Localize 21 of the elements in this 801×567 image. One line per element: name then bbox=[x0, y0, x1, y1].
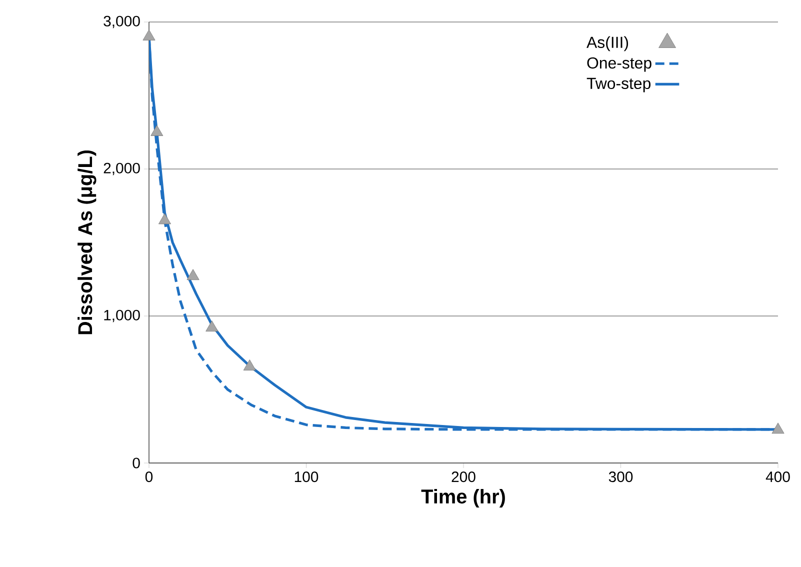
y-axis-title: Dissolved As (μg/L) bbox=[78, 150, 96, 334]
point bbox=[142, 29, 156, 40]
y-tick-label: 2,000 bbox=[104, 162, 140, 176]
y-tick-label: 1,000 bbox=[104, 310, 140, 322]
point bbox=[150, 125, 164, 136]
x-tick-label: 300 bbox=[608, 472, 633, 482]
point bbox=[158, 213, 171, 224]
x-tick-label: 0 bbox=[145, 472, 153, 482]
point bbox=[186, 269, 200, 280]
point bbox=[772, 422, 784, 434]
x-tick-label: 100 bbox=[294, 472, 318, 482]
legend-label: As(III) bbox=[586, 36, 628, 52]
x-tick-label: 200 bbox=[452, 472, 476, 482]
y-tick-label: 0 bbox=[132, 458, 140, 468]
point bbox=[243, 360, 256, 370]
legend-label: One-step bbox=[587, 57, 652, 72]
x-axis-title: Time (hr) bbox=[421, 488, 505, 508]
y-tick-label: 3,000 bbox=[104, 16, 140, 28]
x-tick-label: 400 bbox=[766, 472, 790, 482]
point bbox=[206, 320, 218, 332]
legend-label: Two-step bbox=[586, 78, 650, 92]
